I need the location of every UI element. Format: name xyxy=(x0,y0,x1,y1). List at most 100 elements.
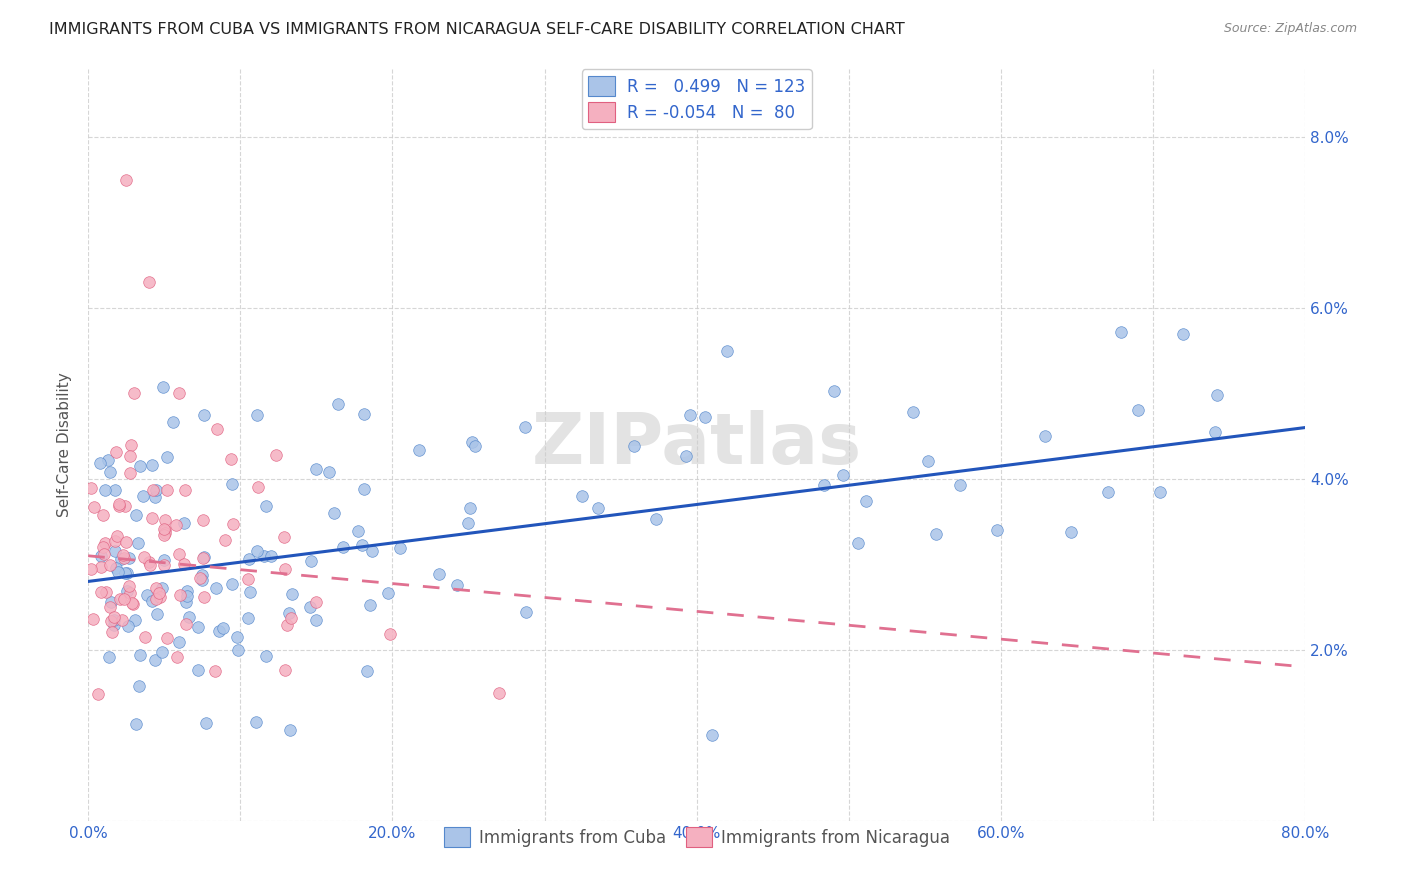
Point xyxy=(104,483,127,497)
Point xyxy=(695,409,717,424)
Point xyxy=(152,527,174,541)
Point xyxy=(191,513,214,527)
Point xyxy=(586,500,609,515)
Point xyxy=(121,597,143,611)
Point xyxy=(101,624,124,639)
Point xyxy=(153,524,176,538)
Point xyxy=(90,585,112,599)
Point xyxy=(120,586,142,600)
Point xyxy=(855,494,877,508)
Point xyxy=(96,585,118,599)
Point xyxy=(679,408,702,422)
Point xyxy=(221,476,243,491)
Point xyxy=(238,551,260,566)
Point xyxy=(356,664,378,678)
Point xyxy=(90,549,112,563)
Point xyxy=(115,584,138,599)
Point xyxy=(236,573,259,587)
Point xyxy=(716,343,738,358)
Point xyxy=(155,513,177,527)
Point xyxy=(115,172,138,186)
Point xyxy=(458,501,481,516)
Point xyxy=(361,544,384,558)
Point xyxy=(139,558,162,573)
Point xyxy=(986,523,1008,537)
Point xyxy=(105,529,128,543)
Point xyxy=(515,420,537,434)
Point xyxy=(280,723,302,738)
Point xyxy=(1060,525,1083,540)
Point xyxy=(1126,403,1149,417)
Point xyxy=(208,624,231,638)
Point xyxy=(127,535,149,549)
Point xyxy=(124,614,146,628)
Point xyxy=(298,600,321,615)
Point xyxy=(112,592,135,607)
Point xyxy=(80,481,103,495)
Point xyxy=(191,551,214,566)
Point xyxy=(377,586,399,600)
Point xyxy=(925,527,948,541)
Point xyxy=(225,630,247,644)
Point xyxy=(153,558,176,573)
Point xyxy=(205,581,228,595)
Point xyxy=(190,568,212,582)
Point xyxy=(169,547,191,561)
Point xyxy=(118,550,141,565)
Point xyxy=(623,439,645,453)
Point xyxy=(105,561,128,575)
Point xyxy=(83,500,105,514)
Point xyxy=(187,664,209,678)
Point xyxy=(1033,429,1056,443)
Point xyxy=(176,583,198,598)
Point xyxy=(91,540,114,554)
Point xyxy=(111,613,134,627)
Point xyxy=(100,595,122,609)
Point xyxy=(150,581,173,595)
Point xyxy=(117,619,139,633)
Point xyxy=(260,549,283,564)
Point xyxy=(100,558,122,572)
Point xyxy=(143,490,166,504)
Point xyxy=(166,649,188,664)
Text: IMMIGRANTS FROM CUBA VS IMMIGRANTS FROM NICARAGUA SELF-CARE DISABILITY CORRELATI: IMMIGRANTS FROM CUBA VS IMMIGRANTS FROM … xyxy=(49,22,905,37)
Point xyxy=(107,499,129,513)
Point xyxy=(169,588,191,602)
Text: Source: ZipAtlas.com: Source: ZipAtlas.com xyxy=(1223,22,1357,36)
Point xyxy=(156,631,179,645)
Point xyxy=(254,649,277,664)
Point xyxy=(103,613,125,627)
Point xyxy=(118,579,141,593)
Point xyxy=(104,533,127,548)
Point xyxy=(107,565,129,579)
Point xyxy=(121,597,143,611)
Point xyxy=(305,462,328,476)
Point xyxy=(150,645,173,659)
Point xyxy=(134,630,156,644)
Point xyxy=(93,547,115,561)
Point xyxy=(134,549,156,564)
Point xyxy=(114,566,136,581)
Point xyxy=(94,536,117,550)
Point xyxy=(246,408,269,422)
Point xyxy=(204,664,226,678)
Point xyxy=(120,449,142,463)
Point xyxy=(645,512,668,526)
Point xyxy=(239,585,262,599)
Point xyxy=(179,609,201,624)
Point xyxy=(98,650,121,665)
Point xyxy=(104,444,127,458)
Point xyxy=(148,585,170,599)
Point xyxy=(122,386,145,401)
Point xyxy=(186,620,208,634)
Point xyxy=(100,614,122,628)
Point xyxy=(352,538,374,552)
Point xyxy=(353,407,375,421)
Point xyxy=(117,566,139,581)
Point xyxy=(571,489,593,503)
Point xyxy=(461,435,484,450)
Point xyxy=(832,468,855,483)
Point xyxy=(846,536,869,550)
Point xyxy=(162,415,184,429)
Point xyxy=(120,466,142,480)
